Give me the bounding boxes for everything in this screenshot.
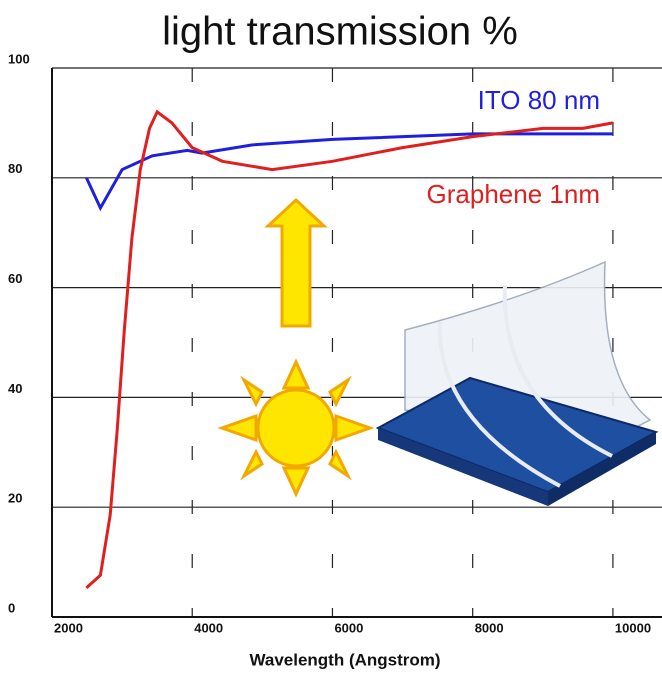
y-tick-label: 0 — [8, 600, 15, 615]
y-tick-label: 40 — [8, 381, 22, 396]
y-tick-label: 80 — [8, 161, 22, 176]
x-axis-label: Wavelength (Angstrom) — [249, 650, 440, 669]
chart: light transmission % Wavelength (Angstro… — [0, 0, 662, 673]
sun — [222, 362, 370, 494]
legend-label: Graphene 1nm — [427, 179, 600, 209]
x-tick-label: 10000 — [615, 620, 651, 635]
solar-panel — [378, 262, 656, 506]
x-tick-label: 2000 — [54, 620, 83, 635]
x-tick-label: 6000 — [334, 620, 363, 635]
x-tick-label: 4000 — [194, 620, 223, 635]
y-tick-label: 100 — [8, 51, 30, 66]
y-tick-label: 20 — [8, 491, 22, 506]
illustration — [222, 200, 656, 506]
x-tick-label: 8000 — [475, 620, 504, 635]
chart-title: light transmission % — [162, 10, 518, 54]
legend-label: ITO 80 nm — [478, 85, 600, 115]
arrow — [268, 200, 324, 326]
y-tick-label: 60 — [8, 271, 22, 286]
